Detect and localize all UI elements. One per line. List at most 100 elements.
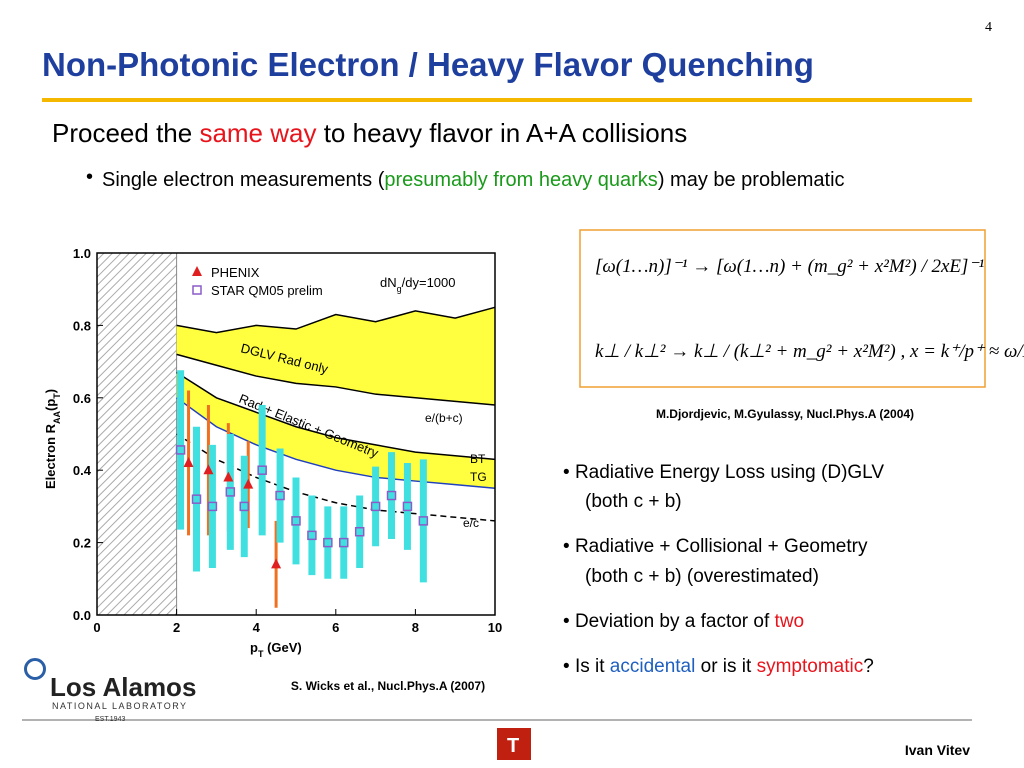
bullet-text: ? <box>863 656 874 677</box>
y-axis-label-part: Electron R <box>43 423 58 489</box>
y-axis-label-part: T <box>52 393 62 399</box>
annotation-part: dN <box>380 275 397 290</box>
citation: S. Wicks et al., Nucl.Phys.A (2007) <box>290 679 486 693</box>
slide-title: Non-Photonic Electron / Heavy Flavor Que… <box>42 46 814 83</box>
equation: [ω(1…n)]⁻¹ → [ω(1…n) + (m_g² + x²M²) / 2… <box>595 256 985 277</box>
annotation: dNg/dy=1000 <box>380 275 456 294</box>
band-fill <box>176 372 495 489</box>
citation: M.Djordjevic, M.Gyulassy, Nucl.Phys.A (2… <box>655 407 915 421</box>
marker <box>323 537 333 548</box>
band-edge <box>176 306 496 334</box>
bullet-text: (both c + b) <box>585 491 682 512</box>
marker <box>402 501 413 512</box>
y-tick-label: 0.6 <box>73 391 91 406</box>
y-axis-label-part: ) <box>43 389 58 393</box>
y-tick-label: 1.0 <box>73 246 91 261</box>
band-edge <box>176 371 496 461</box>
x-axis-label-part: T <box>258 649 264 659</box>
band-fill <box>176 307 495 406</box>
y-tick-label: 0.4 <box>73 463 92 478</box>
bullet-text: (both c + b) (overestimated) <box>585 566 819 587</box>
equation: k⊥ / k⊥² → k⊥ / (k⊥² + m_g² + x²M²) , x … <box>595 341 1024 362</box>
marker <box>257 465 267 475</box>
division-logo-mark: T <box>507 735 519 757</box>
marker <box>271 558 282 569</box>
bullet-text: accidental <box>609 656 696 677</box>
x-tick-label: 0 <box>93 620 100 635</box>
curve-label: BT <box>470 452 486 466</box>
heading: Proceed the same way to heavy flavor in … <box>52 118 687 149</box>
y-tick-label: 0.2 <box>73 536 91 551</box>
bullet-text: Radiative + Collisional + Geometry <box>574 536 868 557</box>
legend-label: PHENIX <box>211 265 260 280</box>
marker <box>207 501 218 512</box>
y-axis-label-part: (p <box>43 399 58 411</box>
marker <box>386 490 397 501</box>
marker <box>370 501 381 512</box>
marker <box>223 471 234 482</box>
marker <box>239 501 250 512</box>
marker <box>418 516 429 526</box>
bullet: • Radiative + Collisional + Geometry <box>563 536 868 557</box>
marker <box>291 516 301 526</box>
page-number: 4 <box>985 20 992 35</box>
equation-box <box>579 229 986 388</box>
legend-marker <box>192 285 202 295</box>
sub-bullet-text: ) may be problematic <box>657 169 845 191</box>
y-axis-label: Electron RAA(pT) <box>43 389 62 489</box>
heading-text: Proceed the <box>52 118 200 148</box>
marker <box>175 445 186 455</box>
marker <box>203 464 214 475</box>
x-axis-label: pT (GeV) <box>250 640 302 659</box>
x-axis-label-part: p <box>250 640 258 655</box>
heading-text: to heavy flavor in A+A collisions <box>316 118 688 148</box>
bullet: • Is it accidental or is it symptomatic? <box>563 656 874 677</box>
x-tick-label: 10 <box>488 620 502 635</box>
curve-label: TG <box>470 470 487 484</box>
bullet: • Deviation by a factor of two <box>563 611 805 632</box>
bullet: (both c + b) (overestimated) <box>585 566 819 588</box>
y-tick-label: 0.8 <box>73 318 91 333</box>
sub-bullet-text: presumably from heavy quarks <box>384 169 658 191</box>
curve-label: e/(b+c) <box>425 411 463 425</box>
bullet: (both c + b) <box>585 491 682 513</box>
x-tick-label: 8 <box>412 620 419 635</box>
marker <box>275 490 285 501</box>
division-logo <box>497 728 531 760</box>
bullet-text: two <box>774 611 805 632</box>
marker <box>243 478 254 489</box>
marker <box>339 537 349 548</box>
heading-text: same way <box>199 118 317 148</box>
bullet-text: symptomatic <box>756 656 864 677</box>
annotation-part: g <box>397 284 402 294</box>
marker <box>307 530 317 541</box>
annotation-part: /dy=1000 <box>402 275 456 290</box>
author: Ivan Vitev <box>904 742 970 758</box>
legend-marker <box>192 266 202 276</box>
x-axis-label-part: (GeV) <box>263 640 301 655</box>
marker <box>225 487 236 497</box>
bullet-text: Radiative Energy Loss using (D)GLV <box>574 462 885 483</box>
marker <box>191 494 202 504</box>
excluded-region <box>96 252 178 616</box>
logo-est: EST.1943 <box>95 716 126 723</box>
marker <box>183 456 194 467</box>
logo-sub: NATIONAL LABORATORY <box>52 701 188 711</box>
bullet-text: or is it <box>695 656 757 677</box>
bullet-text: Deviation by a factor of <box>574 611 775 632</box>
band-edge <box>176 353 496 406</box>
y-axis-label-part: AA <box>52 410 62 423</box>
curve-label: e/c <box>463 516 479 530</box>
x-tick-label: 2 <box>173 620 180 635</box>
plot-frame <box>96 252 496 616</box>
sub-bullet-text: Single electron measurements ( <box>102 169 385 191</box>
x-tick-label: 4 <box>253 620 261 635</box>
legend-label: STAR QM05 prelim <box>211 283 323 298</box>
bullet: • Radiative Energy Loss using (D)GLV <box>563 462 885 483</box>
logo-mark <box>24 658 46 680</box>
y-tick-label: 0.0 <box>73 608 91 623</box>
logo-name: Los Alamos <box>50 672 197 702</box>
